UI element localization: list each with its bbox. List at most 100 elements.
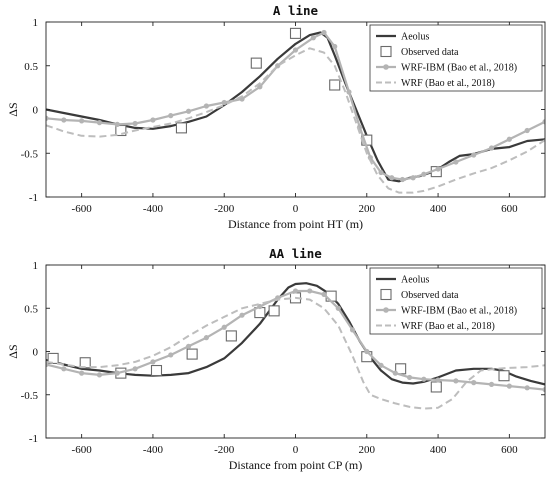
x-tick-label: 0 bbox=[293, 444, 299, 456]
wrf-ibm-point bbox=[321, 291, 327, 298]
wrf-ibm-point bbox=[61, 117, 67, 123]
observed-point bbox=[250, 57, 262, 69]
y-tick-label: 0 bbox=[33, 347, 39, 359]
plot-area bbox=[46, 27, 545, 194]
x-tick-label: -600 bbox=[72, 203, 93, 215]
observed-point bbox=[289, 27, 302, 39]
legend-label: Observed data bbox=[401, 47, 459, 58]
wrf-ibm-point bbox=[96, 120, 103, 126]
y-tick-label: -1 bbox=[29, 192, 38, 204]
x-tick-label: 400 bbox=[430, 203, 447, 215]
wrf-ibm-point bbox=[321, 29, 327, 36]
observed-point bbox=[150, 364, 163, 377]
legend-label: Observed data bbox=[401, 290, 459, 301]
wrf-ibm-point bbox=[488, 145, 495, 151]
aeolus-line bbox=[46, 282, 545, 386]
x-tick-label: -600 bbox=[72, 444, 93, 456]
y-tick-label: -0.5 bbox=[21, 148, 39, 160]
wrf-ibm-point bbox=[96, 372, 103, 378]
wrf-ibm-point bbox=[346, 89, 352, 95]
wrf-ibm-point bbox=[542, 386, 545, 393]
x-tick-label: -400 bbox=[143, 444, 164, 456]
wrf-ibm-point bbox=[399, 176, 406, 183]
wrf-line bbox=[46, 47, 545, 194]
legend: Aeolus Observed data WRF-IBM (Bao et al., … bbox=[369, 24, 543, 92]
observed-point bbox=[225, 330, 237, 342]
x-tick-label: 400 bbox=[430, 444, 447, 456]
wrf-ibm-point bbox=[421, 171, 427, 177]
wrf-ibm-point bbox=[132, 120, 138, 127]
wrf-ibm-point bbox=[79, 118, 85, 124]
wrf-ibm-point bbox=[239, 312, 245, 318]
wrf-ibm-point bbox=[524, 385, 530, 391]
x-tick-label: -400 bbox=[143, 203, 164, 215]
y-tick-label: 1 bbox=[33, 260, 39, 272]
chart-panel-1: A line -600 -400 -200 0 200 400 600 1 0.5 0 -0.5 -1 D… bbox=[6, 3, 546, 231]
x-tick-label: -200 bbox=[214, 203, 235, 215]
wrf-ibm-point bbox=[389, 175, 395, 181]
wrf-ibm-point bbox=[185, 343, 192, 349]
legend-swatch-wrf-ibm-dot bbox=[383, 307, 389, 313]
aeolus-line bbox=[46, 31, 545, 183]
observed-point bbox=[115, 124, 127, 137]
x-tick-label: 600 bbox=[501, 444, 518, 456]
wrf-ibm-point bbox=[488, 381, 495, 387]
plot-area bbox=[46, 282, 545, 410]
legend-label: WRF (Bao et al., 2018) bbox=[401, 321, 495, 332]
wrf-ibm-point bbox=[506, 383, 512, 389]
wrf-ibm-point bbox=[168, 113, 174, 119]
legend-box bbox=[369, 24, 543, 92]
wrf-ibm-point bbox=[453, 159, 459, 165]
legend-swatch-observed bbox=[380, 45, 392, 58]
observed-point bbox=[430, 381, 442, 393]
legend-box bbox=[369, 267, 543, 335]
x-tick-label: 200 bbox=[359, 203, 376, 215]
observed-point bbox=[325, 290, 337, 302]
wrf-ibm-point bbox=[114, 121, 120, 127]
y-tick-label: 0.5 bbox=[24, 303, 38, 315]
wrf-ibm-point bbox=[435, 377, 441, 383]
observed-point bbox=[47, 352, 59, 364]
observed-point bbox=[175, 122, 187, 134]
wrf-ibm-point bbox=[392, 370, 398, 376]
wrf-ibm-point bbox=[221, 324, 227, 330]
chart-title: AA line bbox=[269, 246, 322, 261]
wrf-ibm-point bbox=[150, 359, 156, 365]
legend-label: Aeolus bbox=[401, 275, 429, 286]
legend-label: WRF-IBM (Bao et al., 2018) bbox=[401, 306, 517, 317]
wrf-ibm-point bbox=[378, 362, 384, 368]
wrf-ibm-point bbox=[114, 370, 120, 376]
wrf-ibm-point bbox=[542, 119, 545, 125]
wrf-ibm-point bbox=[185, 108, 192, 114]
wrf-ibm-point bbox=[310, 35, 316, 41]
wrf-ibm-point bbox=[435, 166, 441, 172]
wrf-ibm-point bbox=[292, 47, 299, 53]
wrf-ibm-point bbox=[203, 335, 209, 341]
legend-label: WRF-IBM (Bao et al., 2018) bbox=[401, 63, 517, 74]
x-tick-label: 200 bbox=[359, 444, 376, 456]
x-axis-label: Distance from point HT (m) bbox=[228, 217, 363, 231]
wrf-ibm-point bbox=[410, 175, 416, 181]
legend: Aeolus Observed data WRF-IBM (Bao et al., … bbox=[369, 267, 543, 335]
wrf-ibm-point bbox=[132, 366, 138, 372]
observed-point bbox=[329, 79, 341, 91]
wrf-ibm-point bbox=[79, 370, 85, 376]
legend-swatch-observed bbox=[380, 288, 392, 301]
y-axis-label: ΔS bbox=[6, 102, 20, 116]
x-axis-label: Distance from point CP (m) bbox=[229, 458, 363, 472]
x-tick-label: 0 bbox=[293, 203, 299, 215]
wrf-ibm-point bbox=[471, 152, 477, 158]
wrf-ibm-point bbox=[406, 374, 413, 381]
wrf-ibm-point bbox=[221, 99, 227, 106]
wrf-ibm-point bbox=[364, 348, 370, 355]
wrf-ibm-point bbox=[150, 117, 156, 123]
chart-panel-2: AA line -600 -400 -200 0 200 400 600 1 0.5 0 -0.5 -1… bbox=[6, 246, 546, 472]
wrf-ibm-point bbox=[506, 136, 512, 142]
x-tick-label: -200 bbox=[214, 444, 235, 456]
y-tick-label: 1 bbox=[33, 17, 39, 29]
wrf-ibm-point bbox=[378, 169, 384, 176]
wrf-ibm-point bbox=[335, 305, 341, 311]
wrf-ibm-point bbox=[349, 327, 356, 333]
wrf-ibm-point bbox=[275, 63, 281, 69]
